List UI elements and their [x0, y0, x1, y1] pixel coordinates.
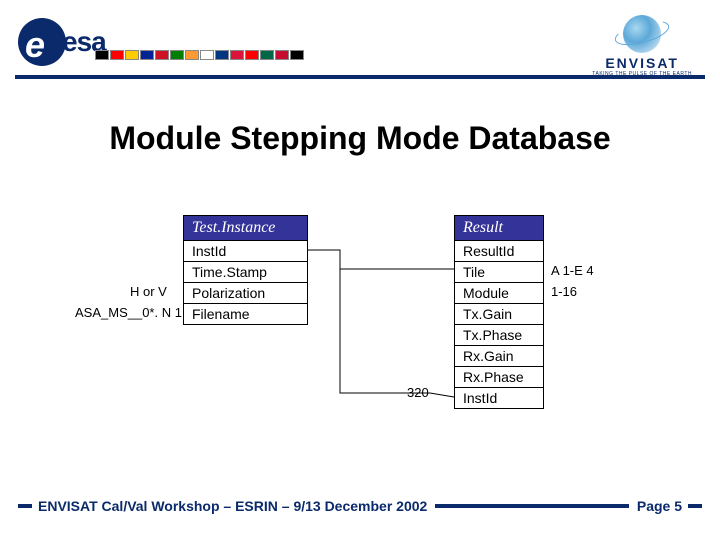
flag-icon — [230, 50, 244, 60]
flag-icon — [140, 50, 154, 60]
flag-icon — [200, 50, 214, 60]
flag-icon — [170, 50, 184, 60]
table-field: Polarization — [184, 283, 307, 304]
table-test-instance: Test.Instance InstId Time.Stamp Polariza… — [183, 215, 308, 325]
footer-page-number: Page 5 — [637, 498, 682, 514]
flag-icon — [185, 50, 199, 60]
envisat-globe-icon — [623, 15, 661, 53]
annotation-cardinality: 320 — [407, 385, 429, 400]
table-header: Test.Instance — [184, 216, 307, 241]
table-header: Result — [455, 216, 543, 241]
footer-dash-left — [18, 504, 32, 508]
table-field: Rx.Gain — [455, 346, 543, 367]
table-field: Time.Stamp — [184, 262, 307, 283]
annotation-module-range: 1-16 — [551, 284, 577, 299]
flag-strip — [95, 50, 304, 60]
envisat-orbit-ring — [613, 16, 672, 50]
table-field: Tx.Phase — [455, 325, 543, 346]
footer-bar — [435, 504, 629, 508]
slide-title: Module Stepping Mode Database — [0, 120, 720, 157]
diagram-connectors — [0, 215, 720, 435]
envisat-logo: ENVISAT TAKING THE PULSE OF THE EARTH — [592, 15, 692, 77]
table-field: Module — [455, 283, 543, 304]
table-field: Filename — [184, 304, 307, 324]
table-field: InstId — [455, 388, 543, 408]
annotation-tile-range: A 1-E 4 — [551, 263, 594, 278]
envisat-logo-text: ENVISAT — [592, 55, 692, 71]
flag-icon — [95, 50, 109, 60]
footer-text: ENVISAT Cal/Val Workshop – ESRIN – 9/13 … — [38, 498, 427, 514]
database-diagram: Test.Instance InstId Time.Stamp Polariza… — [0, 215, 720, 435]
esa-logo-e: e — [25, 24, 45, 66]
slide-header: e esa ENVISAT TAKING THE PULSE OF THE EA… — [0, 0, 720, 75]
table-field: InstId — [184, 241, 307, 262]
footer-dash-right — [688, 504, 702, 508]
table-field: Tx.Gain — [455, 304, 543, 325]
slide-footer: ENVISAT Cal/Val Workshop – ESRIN – 9/13 … — [0, 498, 720, 514]
flag-icon — [155, 50, 169, 60]
flag-icon — [290, 50, 304, 60]
flag-icon — [125, 50, 139, 60]
esa-logo: e esa — [18, 18, 106, 66]
esa-logo-circle: e — [18, 18, 66, 66]
flag-icon — [260, 50, 274, 60]
annotation-filename-pattern: ASA_MS__0*. N 1 — [75, 305, 182, 320]
table-field: ResultId — [455, 241, 543, 262]
flag-icon — [215, 50, 229, 60]
flag-icon — [245, 50, 259, 60]
table-field: Rx.Phase — [455, 367, 543, 388]
table-field: Tile — [455, 262, 543, 283]
header-rule — [15, 75, 705, 79]
flag-icon — [110, 50, 124, 60]
slide-page: e esa ENVISAT TAKING THE PULSE OF THE EA… — [0, 0, 720, 540]
table-result: Result ResultId Tile Module Tx.Gain Tx.P… — [454, 215, 544, 409]
annotation-polarization: H or V — [130, 284, 167, 299]
flag-icon — [275, 50, 289, 60]
